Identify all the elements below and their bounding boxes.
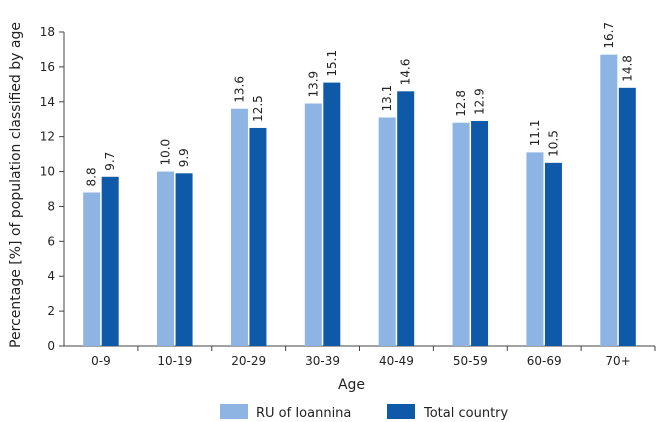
bar — [452, 122, 470, 346]
bar — [175, 173, 193, 346]
y-tick-label: 14 — [40, 95, 55, 109]
bar — [544, 162, 562, 346]
x-tick-label: 30-39 — [305, 354, 340, 368]
y-tick-label: 6 — [47, 234, 55, 248]
bar — [600, 54, 618, 347]
bar-value-label: 13.6 — [232, 76, 246, 103]
bar — [323, 82, 341, 346]
x-tick-label: 10-19 — [157, 354, 192, 368]
bar — [397, 91, 415, 346]
bar-value-label: 12.5 — [251, 95, 265, 122]
bar — [471, 120, 489, 346]
bar — [249, 127, 267, 346]
y-tick-label: 18 — [40, 25, 55, 39]
x-tick-label: 50-59 — [453, 354, 488, 368]
bar-value-label: 10.5 — [546, 130, 560, 157]
bar-value-label: 9.9 — [177, 148, 191, 167]
x-tick-label: 60-69 — [527, 354, 562, 368]
y-tick-label: 16 — [40, 60, 55, 74]
bar — [526, 152, 544, 346]
legend-label: RU of Ioannina — [256, 406, 351, 421]
legend-swatch — [220, 404, 248, 419]
bar — [304, 103, 322, 347]
bar-value-label: 8.8 — [85, 167, 99, 186]
bar-value-label: 10.0 — [159, 139, 173, 166]
y-tick-label: 2 — [47, 304, 55, 318]
y-tick-label: 4 — [47, 269, 55, 283]
bar — [230, 108, 248, 346]
bar-value-label: 13.9 — [306, 71, 320, 98]
bar-value-label: 12.9 — [473, 88, 487, 115]
y-tick-label: 0 — [47, 339, 55, 353]
x-axis-title: Age — [338, 377, 365, 393]
bar — [83, 192, 101, 346]
y-tick-label: 12 — [40, 130, 55, 144]
bar-value-label: 16.7 — [602, 22, 616, 49]
bar — [618, 87, 636, 347]
x-tick-label: 0-9 — [91, 354, 111, 368]
bar — [157, 171, 175, 346]
bar-value-label: 9.7 — [103, 152, 117, 171]
bar-value-label: 14.6 — [399, 59, 413, 86]
bar-value-label: 15.1 — [325, 50, 339, 77]
x-tick-label: 20-29 — [231, 354, 266, 368]
y-axis: 0 2 4 6 8 10 12 14 16 18 — [40, 25, 65, 353]
bar — [101, 176, 119, 346]
legend-label: Total country — [423, 406, 509, 421]
bar-value-label: 12.8 — [454, 90, 468, 117]
x-tick-label: 70+ — [605, 354, 630, 368]
x-axis: 0-9 10-19 20-29 30-39 40-49 50-59 60-69 70+ — [64, 345, 656, 368]
bar-value-label: 14.8 — [620, 55, 634, 82]
y-tick-label: 8 — [47, 199, 55, 213]
bar-value-label: 11.1 — [528, 120, 542, 147]
x-tick-label: 40-49 — [379, 354, 414, 368]
bar-value-labels: 8.8 9.7 10.0 9.9 13.6 12.5 13.9 15.1 13.1 14.6 12.… — [85, 22, 635, 187]
legend-swatch — [387, 404, 415, 419]
bars — [83, 54, 636, 347]
legend: RU of Ioannina Total country — [220, 404, 509, 421]
y-tick-label: 10 — [40, 165, 55, 179]
y-axis-title: Percentage [%] of population classified … — [8, 22, 24, 348]
bar-value-label: 13.1 — [380, 85, 394, 112]
bar — [378, 117, 396, 346]
